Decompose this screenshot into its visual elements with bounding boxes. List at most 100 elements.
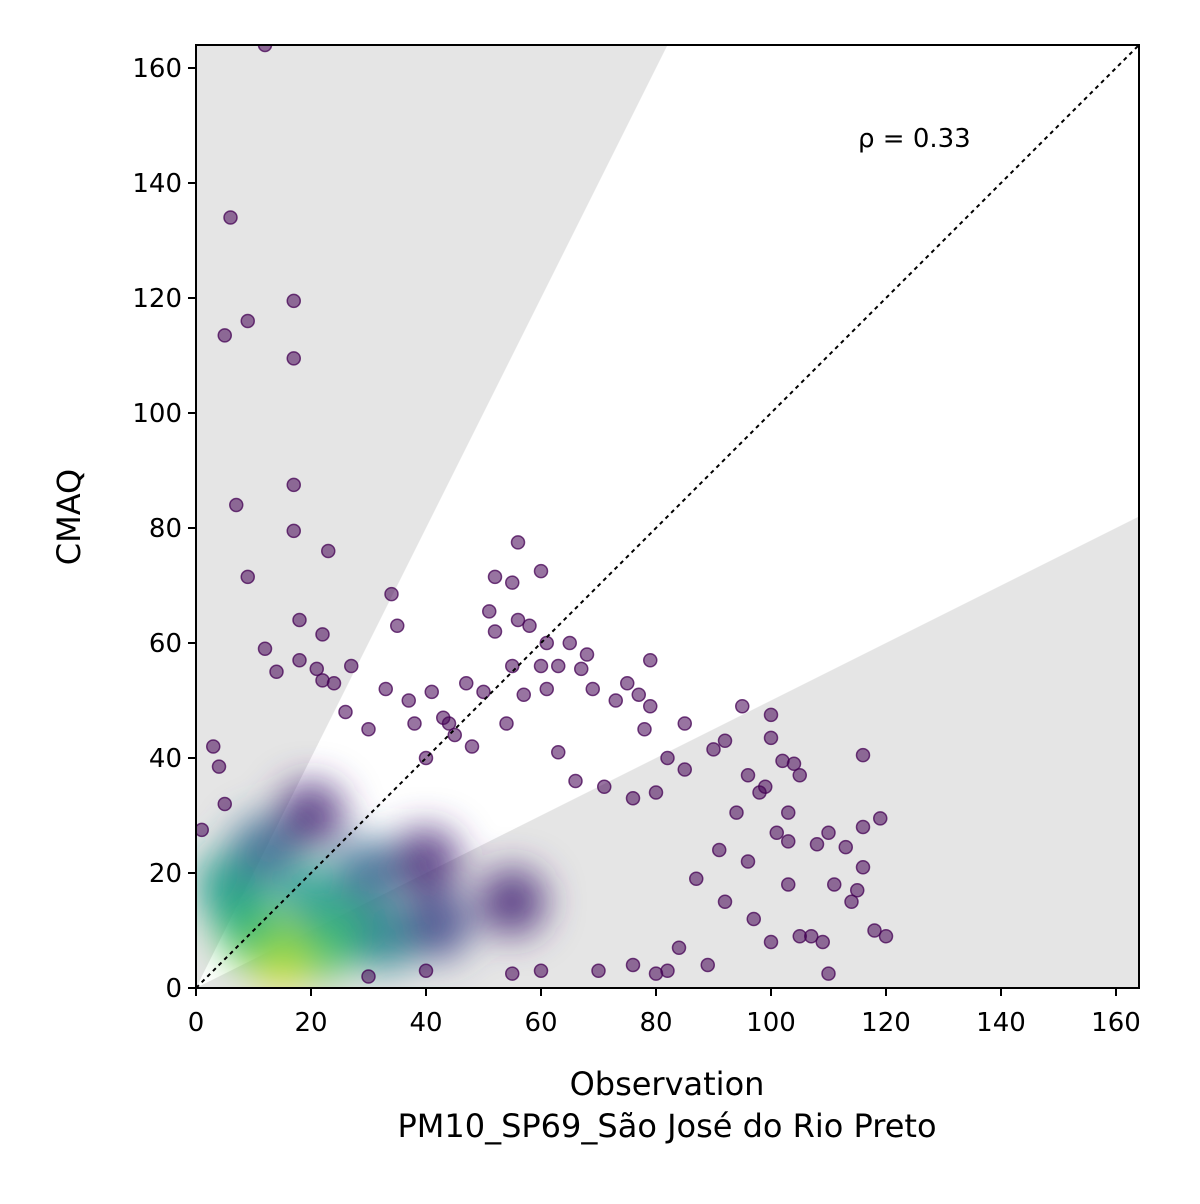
data-point: [867, 923, 882, 938]
x-tick-label: 160: [1091, 1008, 1141, 1038]
data-point: [689, 871, 704, 886]
upper-shaded-region: [196, 45, 668, 988]
data-point: [804, 929, 819, 944]
data-point: [223, 210, 238, 225]
y-tick-label: 20: [149, 859, 182, 889]
y-tick-label: 80: [149, 514, 182, 544]
data-point: [677, 762, 692, 777]
data-point: [763, 934, 779, 950]
data-point: [292, 653, 307, 668]
data-point: [510, 535, 526, 550]
data-point: [487, 569, 503, 585]
data-point: [827, 877, 842, 892]
data-point: [838, 839, 853, 855]
x-axis: 0 20 40 60 80 100 120 140 160: [188, 988, 1141, 1038]
data-point: [625, 791, 641, 806]
data-point: [740, 854, 756, 869]
one-to-one-line: [196, 45, 1139, 988]
x-tick-label: 0: [188, 1008, 205, 1038]
data-point: [240, 569, 255, 585]
data-point: [746, 911, 761, 927]
density-blob: [277, 781, 345, 850]
density-blob: [403, 890, 472, 959]
data-point: [217, 796, 232, 812]
data-point: [196, 822, 209, 838]
data-point: [792, 768, 807, 783]
data-point: [315, 627, 330, 642]
x-axis-label: Observation: [570, 1065, 765, 1103]
data-point: [286, 523, 301, 539]
data-point: [522, 618, 537, 633]
data-point: [717, 733, 733, 748]
data-point: [505, 575, 520, 590]
data-point: [229, 497, 244, 513]
data-point: [533, 963, 549, 978]
y-tick-label: 0: [165, 974, 182, 1004]
data-point: [384, 586, 399, 602]
data-point: [539, 681, 554, 697]
data-point: [844, 894, 859, 909]
data-point: [338, 704, 353, 720]
data-point: [591, 963, 606, 978]
data-point: [378, 681, 393, 697]
data-point: [217, 328, 232, 343]
x-tick-label: 60: [524, 1008, 557, 1038]
data-point: [286, 351, 301, 366]
data-point: [878, 929, 894, 944]
data-point: [211, 759, 227, 774]
data-point: [873, 811, 888, 826]
data-point: [344, 658, 359, 674]
y-axis: 0 20 40 60 80 100 120 140 160: [132, 54, 196, 1004]
data-point: [464, 739, 480, 754]
data-point: [763, 707, 779, 723]
data-point: [424, 684, 439, 700]
data-point: [292, 612, 307, 628]
data-point: [706, 742, 721, 757]
data-point: [660, 750, 675, 766]
data-point: [597, 779, 612, 794]
data-point: [712, 842, 727, 858]
x-tick-label: 140: [976, 1008, 1026, 1038]
density-blob: [351, 902, 420, 971]
data-point: [781, 877, 796, 892]
data-point: [533, 563, 549, 579]
data-point: [286, 477, 301, 493]
data-point: [516, 687, 531, 702]
plot-area: [196, 45, 1139, 988]
plot-frame: [195, 44, 1140, 989]
data-point: [620, 676, 635, 691]
data-point: [608, 693, 623, 708]
data-point: [677, 716, 692, 731]
data-point: [585, 681, 600, 697]
data-point: [551, 658, 566, 674]
data-point: [257, 641, 273, 656]
data-point: [637, 722, 652, 737]
data-point: [648, 785, 664, 800]
x-tick-label: 100: [746, 1008, 796, 1038]
data-point: [326, 676, 342, 691]
y-tick-label: 160: [132, 54, 182, 84]
data-point: [781, 805, 796, 820]
y-tick-label: 140: [132, 169, 182, 199]
data-point: [551, 745, 566, 760]
data-point: [660, 963, 675, 978]
y-tick-label: 120: [132, 284, 182, 314]
data-point: [482, 604, 497, 619]
data-point: [361, 969, 376, 984]
data-point: [459, 676, 474, 691]
data-point: [240, 313, 255, 329]
data-point: [769, 825, 784, 840]
data-point: [809, 837, 825, 852]
data-point: [574, 661, 589, 677]
data-point: [631, 687, 646, 702]
data-point: [487, 624, 503, 639]
data-point: [752, 785, 767, 800]
data-point: [321, 543, 336, 559]
data-point: [781, 834, 796, 849]
data-point: [476, 684, 491, 700]
data-point: [286, 293, 301, 309]
data-point: [510, 612, 526, 628]
data-point: [533, 658, 549, 674]
